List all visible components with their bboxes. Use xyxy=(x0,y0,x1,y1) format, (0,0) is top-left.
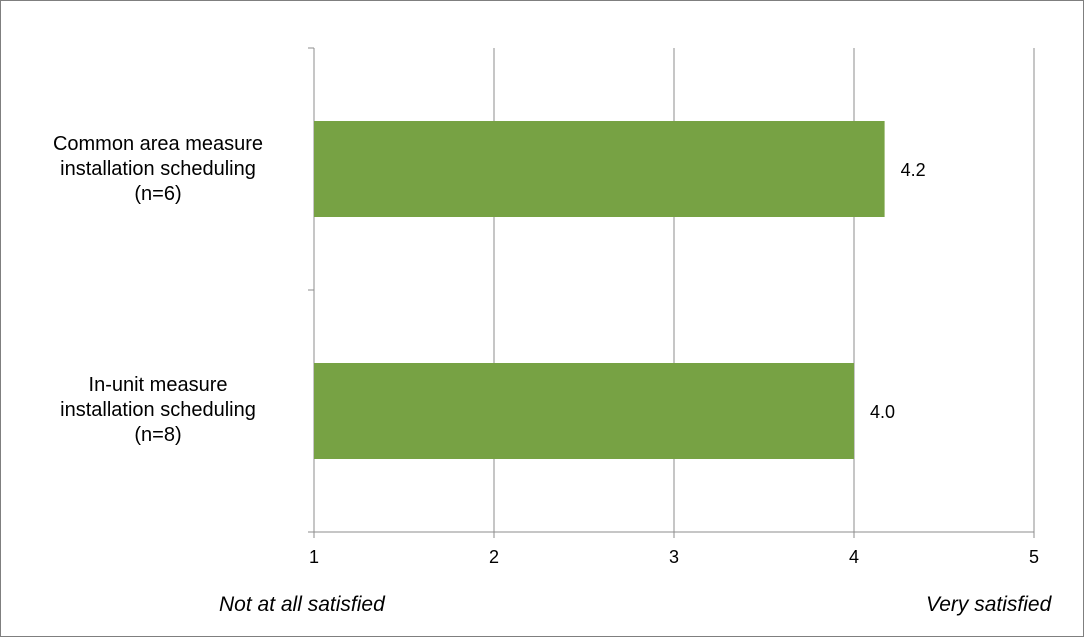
scale-anchor-high: Very satisfied xyxy=(926,593,1052,616)
data-label: 4.0 xyxy=(870,402,895,422)
category-label-common-area: Common area measure installation schedul… xyxy=(52,133,264,205)
x-tick-label: 1 xyxy=(309,547,319,567)
x-tick-label: 3 xyxy=(669,547,679,567)
category-label-in-unit: In-unit measure installation scheduling … xyxy=(60,374,256,446)
bar xyxy=(314,363,854,459)
bar xyxy=(314,121,885,217)
x-tick-label: 5 xyxy=(1029,547,1039,567)
x-tick-label: 4 xyxy=(849,547,859,567)
scale-anchor-low: Not at all satisfied xyxy=(219,593,385,616)
data-label: 4.2 xyxy=(901,160,926,180)
x-tick-label: 2 xyxy=(489,547,499,567)
